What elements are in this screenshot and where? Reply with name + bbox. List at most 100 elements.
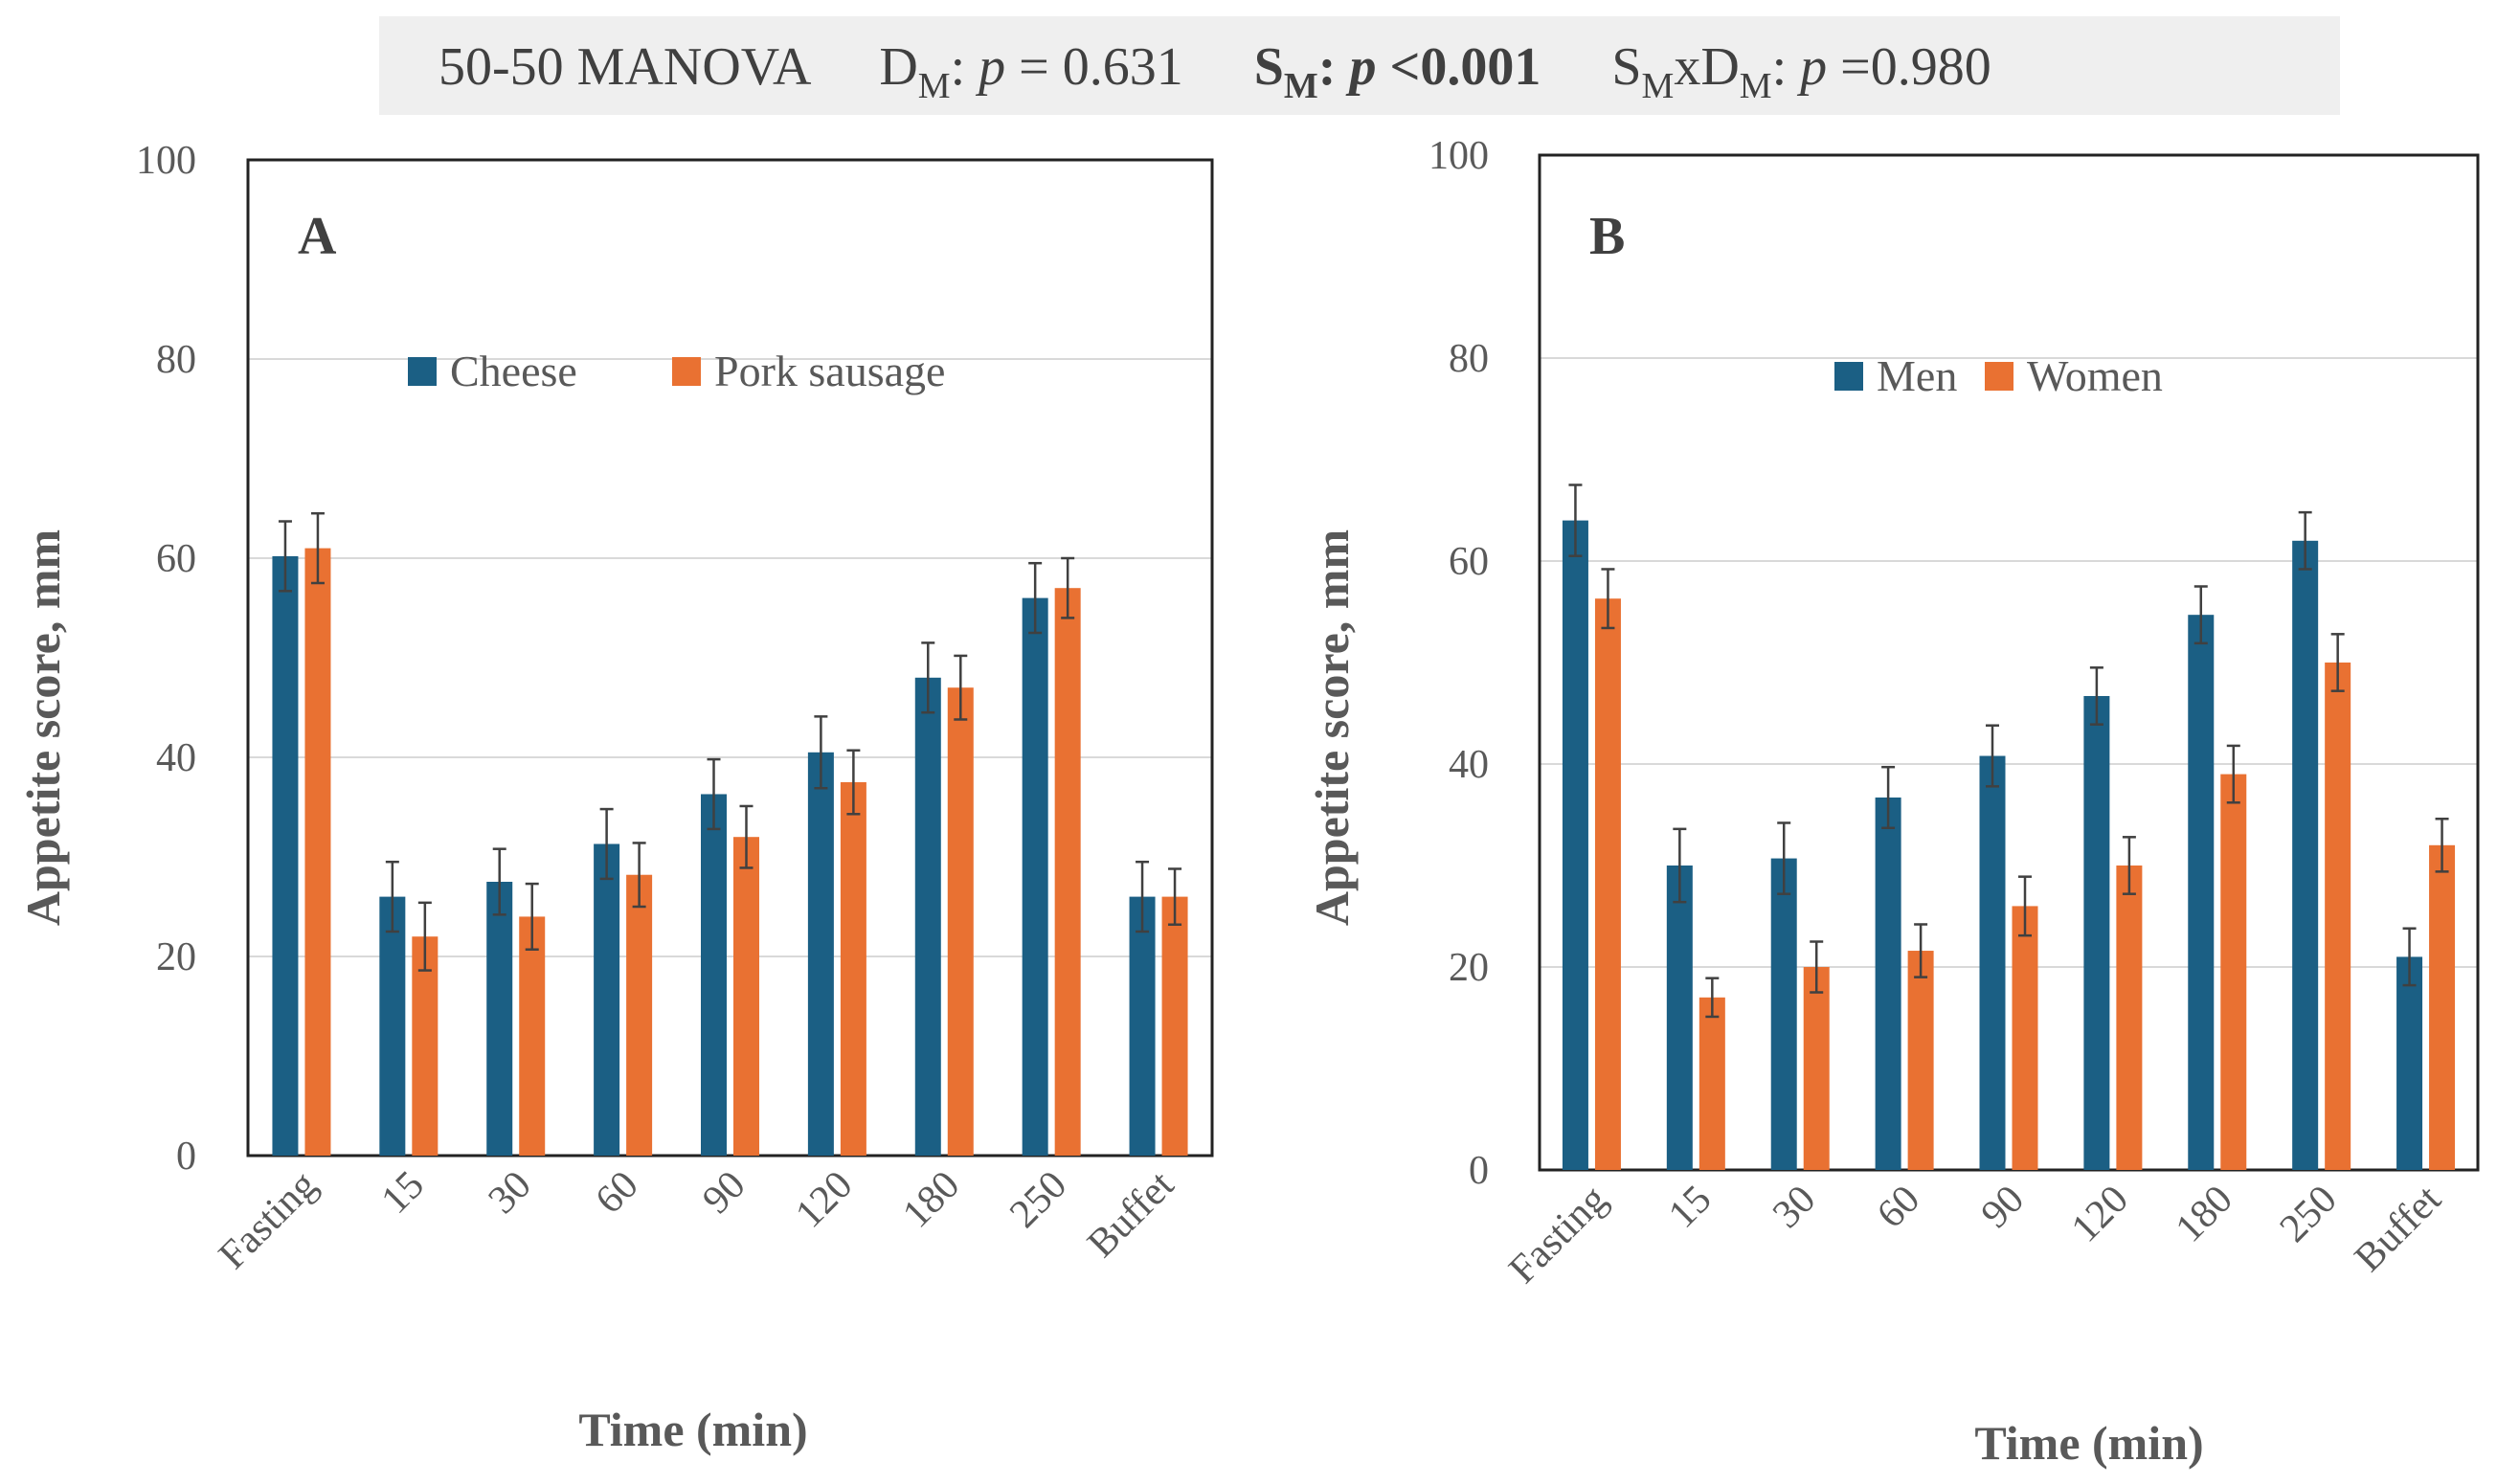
bar-men <box>2083 695 2110 1170</box>
x-axis-title: Time (min) <box>578 1403 807 1456</box>
legend-swatch <box>672 357 701 386</box>
legend-swatch <box>408 357 437 386</box>
y-tick-label: 80 <box>1449 337 1489 381</box>
bar-pork-sausage <box>947 687 974 1156</box>
bar-pork-sausage <box>519 916 546 1156</box>
bar-cheese <box>1022 597 1048 1156</box>
plot-frame <box>1538 153 2480 1172</box>
bar-women <box>1594 598 1621 1170</box>
y-tick-label: 0 <box>176 1135 196 1179</box>
bar-women <box>2325 663 2351 1170</box>
bar-men <box>1875 797 1901 1170</box>
bar-men <box>1666 866 1693 1170</box>
bar-cheese <box>486 882 513 1156</box>
bar-cheese <box>379 896 406 1156</box>
x-tick-label: 250 <box>2272 1178 2346 1251</box>
legend-swatch <box>1834 362 1863 391</box>
y-tick-label: 0 <box>1469 1149 1489 1193</box>
x-tick-label: 180 <box>894 1163 968 1237</box>
x-tick-label: 15 <box>1660 1178 1720 1237</box>
stats-header-text: 50-50 MANOVA DM: p = 0.631 SM: p <0.001 … <box>439 37 1991 106</box>
y-tick-label: 20 <box>1449 946 1489 990</box>
bar-pork-sausage <box>304 548 331 1156</box>
term-sm-p: p <box>1345 37 1376 97</box>
bar-men <box>2188 615 2215 1170</box>
bar-pork-sausage <box>840 782 866 1156</box>
x-tick-label: 90 <box>1973 1178 2033 1237</box>
y-tick-label: 40 <box>1449 743 1489 787</box>
x-tick-label: 15 <box>373 1163 433 1223</box>
x-tick-label: 90 <box>694 1163 754 1223</box>
term-dm-label: D <box>879 37 917 97</box>
term-int-sub2: M <box>1740 66 1772 106</box>
term-dm-value: = 0.631 <box>1005 37 1183 97</box>
x-tick-label: Fasting <box>1501 1178 1616 1293</box>
y-axis-title: Appetite score, mm <box>1305 529 1359 926</box>
panel-b-chart: 0 20 40 60 80 100 Fasting 15 30 60 90 120 180 250 Buff… <box>1305 134 2480 1470</box>
x-tick-label: 30 <box>1765 1178 1824 1237</box>
legend-label: Men <box>1877 351 1957 400</box>
y-tick-label: 40 <box>156 736 196 780</box>
y-tick-label: 80 <box>156 338 196 382</box>
term-dm-p: p <box>975 37 1005 97</box>
panel-letter: A <box>298 207 337 266</box>
y-tick-label: 100 <box>1428 134 1489 178</box>
term-sm-label: S <box>1254 37 1284 97</box>
bar-cheese <box>914 677 941 1156</box>
legend-swatch <box>1985 362 2013 391</box>
bar-women <box>2429 844 2456 1170</box>
y-tick-label: 60 <box>156 537 196 581</box>
bar-pork-sausage <box>412 936 439 1156</box>
legend-label: Cheese <box>450 347 577 395</box>
x-tick-label: 250 <box>1001 1163 1075 1237</box>
stats-header-background <box>379 16 2340 115</box>
plot-frame <box>246 158 1214 1158</box>
bar-women <box>2220 774 2247 1170</box>
bar-women <box>2012 906 2038 1170</box>
bar-women <box>1907 951 1934 1170</box>
bar-men <box>1979 755 2006 1170</box>
term-int-p: p <box>1796 37 1827 97</box>
bar-pork-sausage <box>626 874 653 1156</box>
bar-cheese <box>594 843 620 1156</box>
manova-label: 50-50 MANOVA <box>439 37 812 97</box>
x-tick-label: 60 <box>1869 1178 1928 1237</box>
bar-cheese <box>272 555 299 1156</box>
bar-pork-sausage <box>733 837 759 1156</box>
term-int-sub: M <box>1642 66 1675 106</box>
y-axis-title: Appetite score, mm <box>16 529 70 926</box>
bar-women <box>1803 967 1830 1170</box>
x-tick-label: 30 <box>481 1163 540 1223</box>
bar-cheese <box>807 752 834 1156</box>
term-dm-sub: M <box>918 66 951 106</box>
bar-pork-sausage <box>1054 588 1081 1156</box>
term-int-mid: xD <box>1674 37 1739 97</box>
y-tick-label: 20 <box>156 935 196 979</box>
bar-men <box>1562 520 1588 1170</box>
panel-letter: B <box>1589 207 1625 266</box>
bar-women <box>1698 997 1725 1170</box>
bar-men <box>1770 858 1797 1170</box>
bar-men <box>2396 956 2423 1170</box>
x-tick-label: Buffet <box>2347 1177 2450 1280</box>
legend-label: Pork sausage <box>714 347 945 395</box>
term-sm-sub: M <box>1284 66 1318 106</box>
legend-label: Women <box>2027 351 2163 400</box>
x-tick-label: Buffet <box>1079 1162 1182 1266</box>
x-tick-label: 120 <box>2063 1178 2137 1251</box>
bar-men <box>2292 540 2319 1170</box>
x-tick-label: 120 <box>787 1163 861 1237</box>
bar-pork-sausage <box>1161 896 1188 1156</box>
term-int-label: S <box>1611 37 1641 97</box>
y-tick-label: 100 <box>136 139 196 183</box>
term-int-value: =0.980 <box>1827 37 1991 97</box>
x-tick-label: 60 <box>587 1163 646 1223</box>
bar-cheese <box>701 794 727 1156</box>
panel-a-chart: 0 20 40 60 80 100 Fasting 15 30 60 90 120 180 250 Buff… <box>16 139 1214 1456</box>
stats-header: 50-50 MANOVA DM: p = 0.631 SM: p <0.001 … <box>379 16 2340 115</box>
x-tick-label: 180 <box>2168 1178 2241 1251</box>
x-tick-label: Fasting <box>211 1163 326 1278</box>
bar-cheese <box>1129 896 1156 1156</box>
x-axis-title: Time (min) <box>1974 1416 2203 1470</box>
